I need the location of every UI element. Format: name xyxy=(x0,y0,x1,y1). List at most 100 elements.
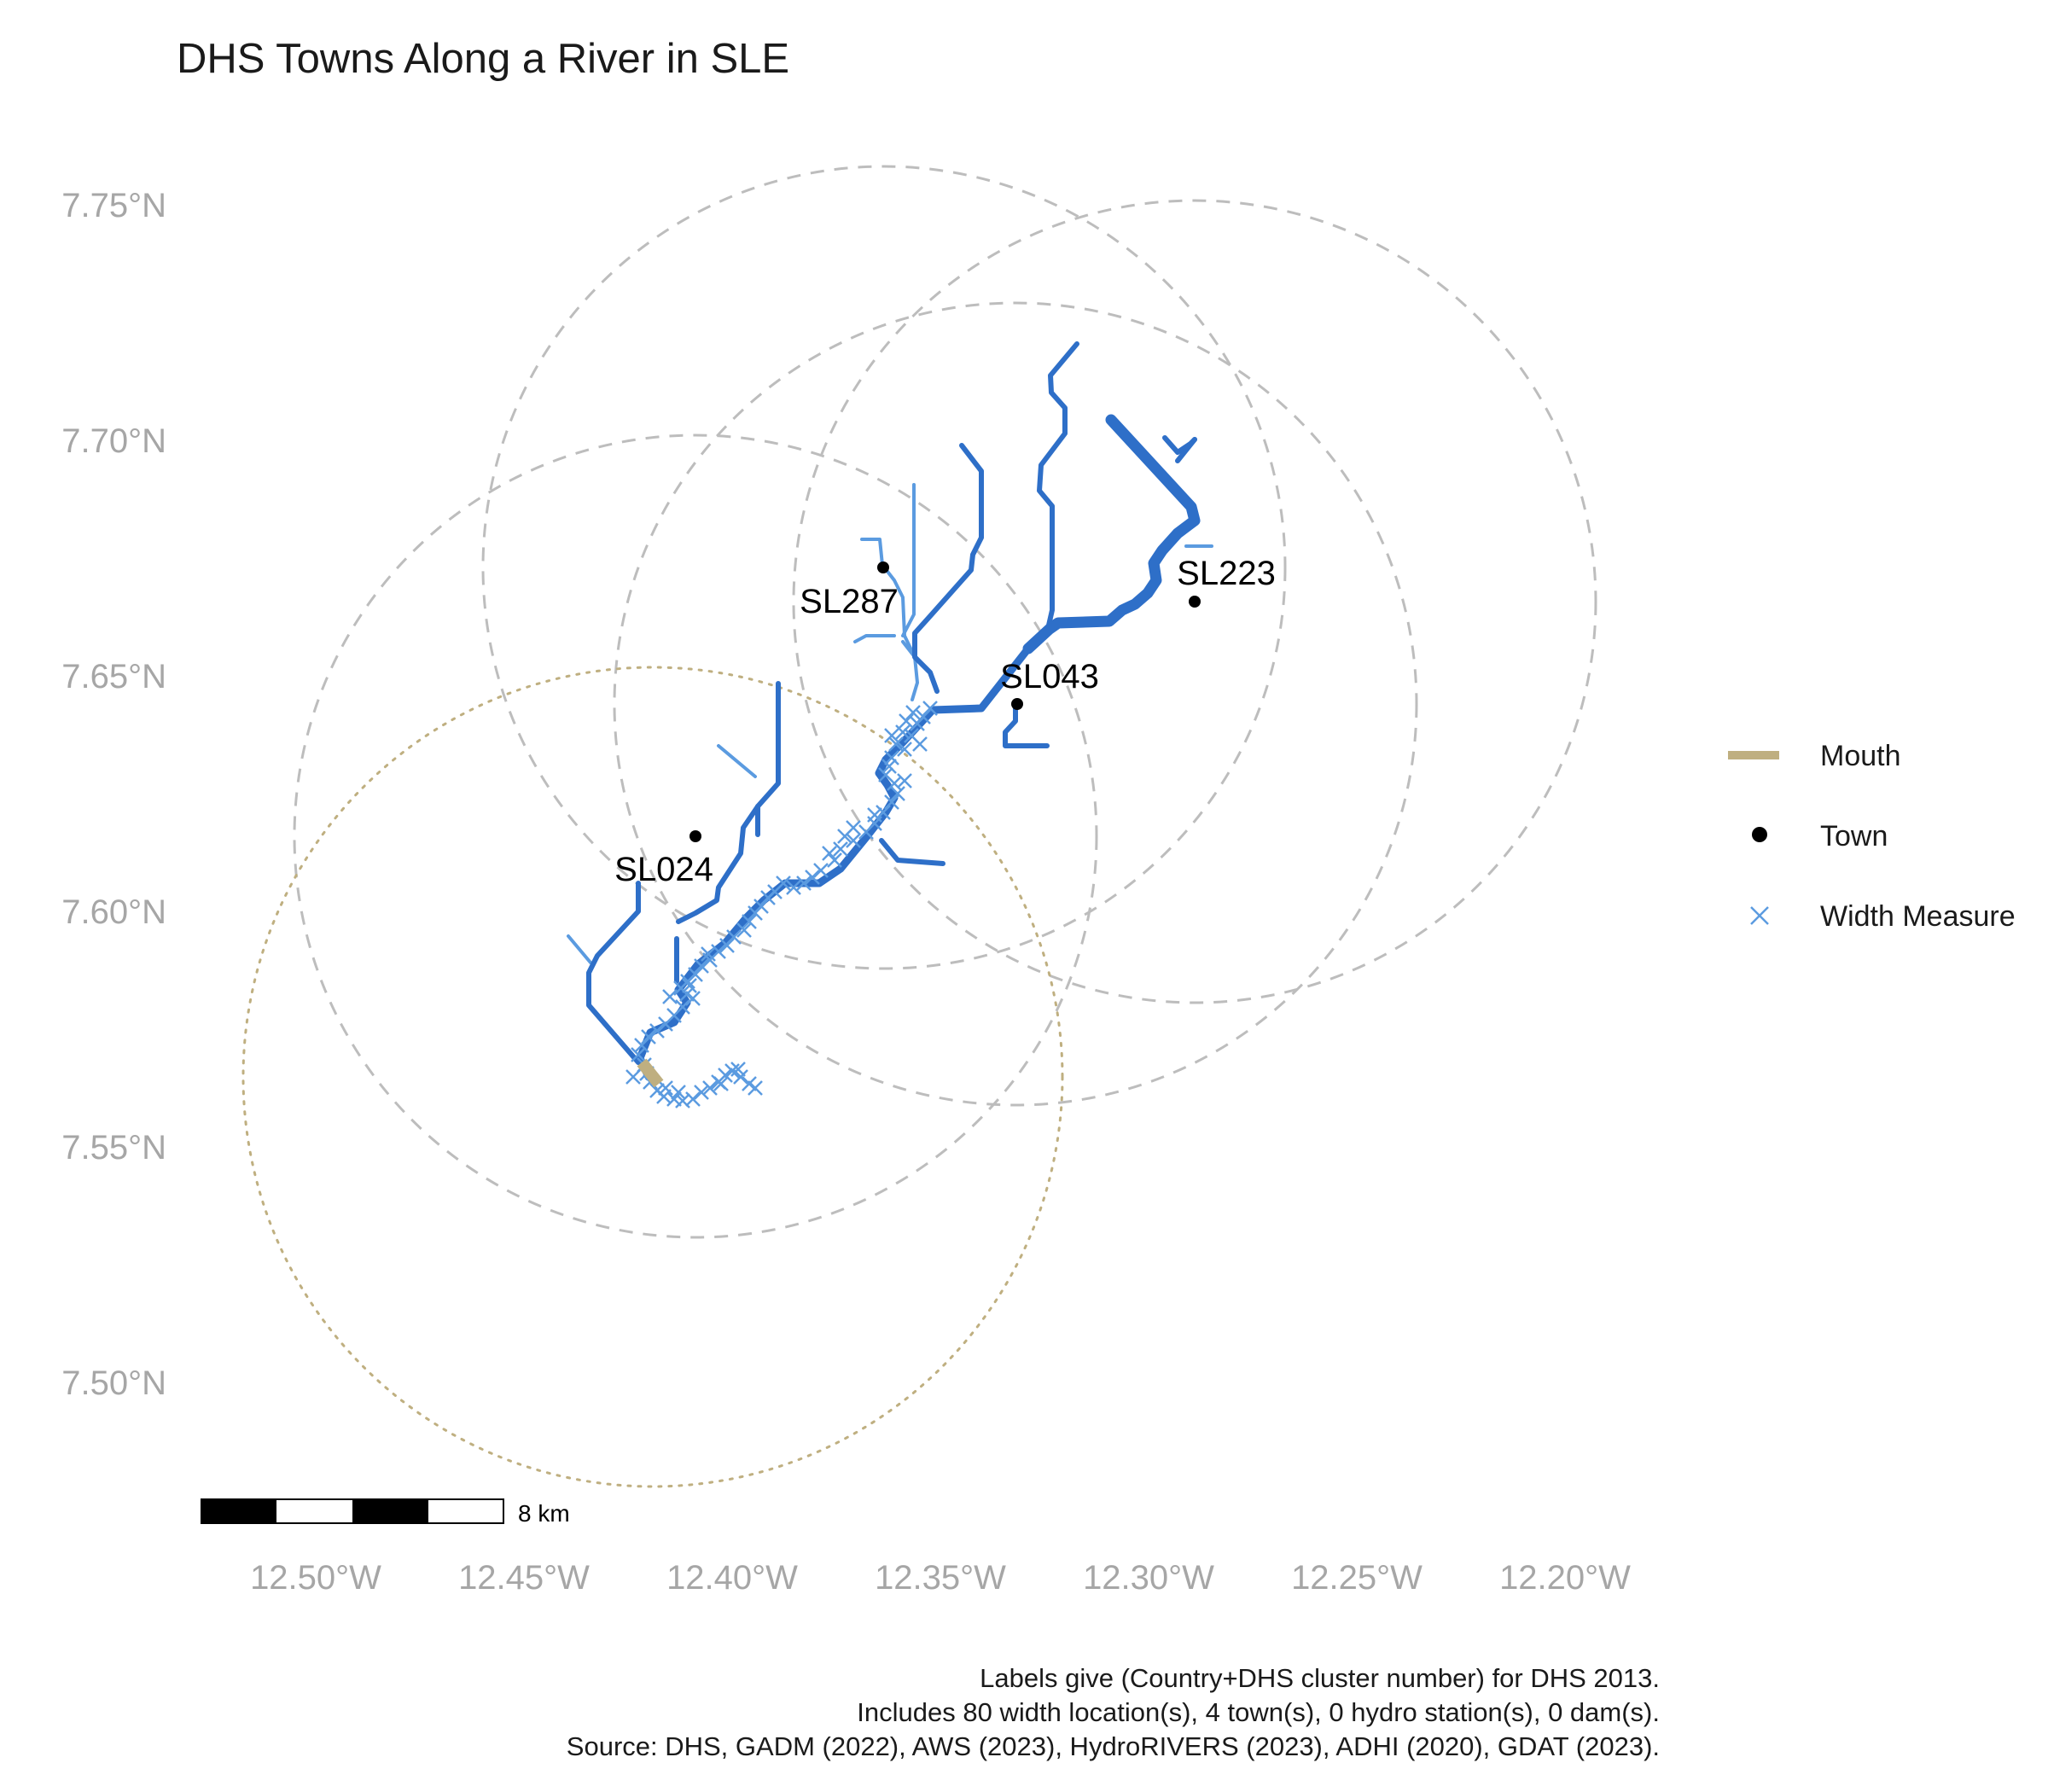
legend-town-key xyxy=(1752,827,1767,842)
width-measure-marker xyxy=(884,728,899,743)
width-measure-marker xyxy=(658,1016,673,1032)
width-measure-marker xyxy=(625,1069,641,1085)
width-measure-marker xyxy=(867,807,882,823)
caption-line: Labels give (Country+DHS cluster number)… xyxy=(980,1663,1660,1693)
town-buffer-circle xyxy=(293,433,1098,1239)
scale-bar-label: 8 km xyxy=(518,1500,570,1527)
y-tick-label: 7.75°N xyxy=(61,187,166,224)
width-measure-marker xyxy=(897,742,912,757)
width-measure-marker xyxy=(662,989,678,1004)
town-label: SL287 xyxy=(800,583,899,620)
width-measure-marker xyxy=(685,991,701,1006)
width-measure-marker xyxy=(713,1076,729,1091)
town-buffer-circle xyxy=(613,301,1418,1107)
map-title: DHS Towns Along a River in SLE xyxy=(177,36,789,82)
width-measure-marker xyxy=(702,1080,718,1096)
town-point xyxy=(689,830,701,842)
width-measure-markers xyxy=(625,701,938,1108)
town-point xyxy=(1011,698,1023,710)
width-measure-marker xyxy=(895,724,911,740)
x-tick-label: 12.45°W xyxy=(458,1559,590,1597)
town-buffer-circle xyxy=(481,165,1287,970)
width-measure-marker xyxy=(805,870,820,885)
river-mouth xyxy=(637,1058,664,1088)
width-measure-marker xyxy=(641,1029,656,1044)
width-measure-marker xyxy=(888,736,904,752)
width-measure-marker xyxy=(719,938,735,953)
y-tick-label: 7.60°N xyxy=(61,893,166,931)
x-tick-label: 12.50°W xyxy=(250,1559,381,1597)
width-measure-marker xyxy=(916,709,931,724)
y-axis-labels: 7.75°N 7.70°N 7.65°N 7.60°N 7.55°N 7.50°… xyxy=(61,187,166,1402)
width-measure-marker xyxy=(897,773,912,788)
width-measure-marker xyxy=(694,958,709,974)
x-tick-label: 12.40°W xyxy=(666,1559,798,1597)
x-tick-label: 12.35°W xyxy=(875,1559,1006,1597)
width-measure-marker xyxy=(858,824,874,840)
width-measure-marker xyxy=(748,905,763,921)
minor-tributaries xyxy=(567,483,1213,964)
town-buffer-circle xyxy=(792,199,1597,1004)
river-tributary xyxy=(1003,700,1050,748)
legend-label-town: Town xyxy=(1820,820,1888,852)
scale-bar-segment xyxy=(201,1499,276,1523)
legend: Mouth Town Width Measure xyxy=(1728,740,2016,933)
x-axis-labels: 12.50°W 12.45°W 12.40°W 12.35°W 12.30°W … xyxy=(250,1559,1631,1597)
y-tick-label: 7.55°N xyxy=(61,1129,166,1167)
tributaries xyxy=(586,341,1197,1065)
width-measure-marker xyxy=(726,929,742,945)
river-tributary xyxy=(912,443,984,694)
town-label: SL043 xyxy=(1000,658,1099,695)
width-measure-marker xyxy=(631,1047,646,1062)
width-measure-marker xyxy=(730,1062,746,1077)
tributary-line xyxy=(567,934,592,964)
river-tributary xyxy=(879,838,945,866)
width-measure-marker xyxy=(846,833,861,848)
width-measure-marker xyxy=(822,846,837,861)
mouth-buffer-circle xyxy=(241,666,1064,1488)
width-measure-marker xyxy=(742,914,757,929)
river-tributary xyxy=(755,681,781,837)
legend-width-measure-key xyxy=(1750,906,1769,925)
width-measure-marker xyxy=(658,1080,673,1096)
river-tributary xyxy=(1175,437,1197,463)
width-measure-marker xyxy=(922,701,938,716)
tributary-line xyxy=(853,634,896,643)
width-measure-marker xyxy=(760,890,776,905)
width-measure-marker xyxy=(694,1085,709,1100)
width-measure-marker xyxy=(701,946,716,962)
caption-line: Source: DHS, GADM (2022), AWS (2023), Hy… xyxy=(567,1731,1660,1761)
y-tick-label: 7.65°N xyxy=(61,658,166,695)
width-measure-marker xyxy=(718,1068,733,1083)
width-measure-marker xyxy=(671,1085,686,1100)
width-measure-marker xyxy=(912,736,928,752)
town-point xyxy=(877,561,889,573)
caption-line: Includes 80 width location(s), 4 town(s)… xyxy=(857,1697,1660,1727)
width-measure-marker xyxy=(634,1038,649,1053)
tributary-line xyxy=(860,538,919,701)
width-measure-marker xyxy=(833,841,848,857)
town-point xyxy=(1189,596,1201,608)
width-measure-marker xyxy=(813,863,829,878)
scale-bar-segment xyxy=(352,1499,428,1523)
scale-bar: 8 km xyxy=(201,1498,570,1527)
width-measure-marker xyxy=(649,1023,665,1039)
width-measure-marker xyxy=(884,750,899,765)
width-measure-marker xyxy=(827,852,842,868)
width-measure-marker xyxy=(876,805,891,820)
legend-label-width-measure: Width Measure xyxy=(1820,900,2016,933)
x-tick-label: 12.25°W xyxy=(1291,1559,1423,1597)
tributary-line xyxy=(717,744,757,778)
main-river-upper xyxy=(1022,414,1201,655)
river-tributary xyxy=(676,804,760,924)
towns: SL287 SL223 SL043 SL024 xyxy=(614,555,1276,888)
river-tributary xyxy=(1037,341,1079,631)
width-measure-marker xyxy=(748,1080,763,1096)
caption: Labels give (Country+DHS cluster number)… xyxy=(567,1663,1660,1761)
width-measure-marker xyxy=(682,978,697,993)
town-label: SL223 xyxy=(1177,555,1276,592)
width-measure-marker xyxy=(685,1091,701,1107)
width-measure-marker xyxy=(796,876,812,891)
tributary-line xyxy=(901,483,916,637)
